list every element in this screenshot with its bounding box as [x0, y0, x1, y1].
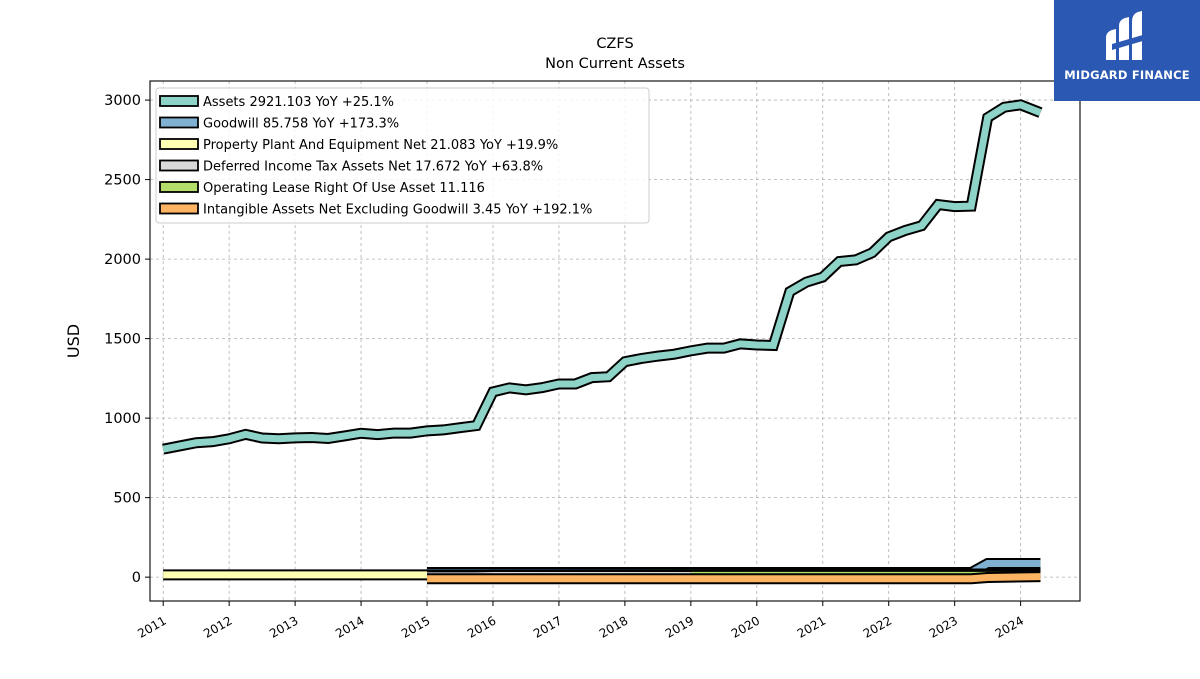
- x-tick-label: 2011: [135, 613, 168, 640]
- x-tick-label: 2015: [399, 613, 432, 640]
- legend-label: Intangible Assets Net Excluding Goodwill…: [203, 203, 592, 218]
- x-tick-label: 2016: [465, 613, 498, 640]
- legend-label: Operating Lease Right Of Use Asset 11.11…: [203, 181, 485, 196]
- y-tick-label: 3000: [104, 93, 141, 109]
- y-tick-label: 0: [132, 570, 141, 586]
- legend-swatch: [160, 161, 198, 171]
- legend-swatch: [160, 204, 198, 214]
- legend-swatch: [160, 96, 198, 106]
- x-tick-label: 2020: [729, 613, 762, 640]
- x-tick-label: 2013: [267, 613, 300, 640]
- legend-label: Property Plant And Equipment Net 21.083 …: [203, 138, 558, 153]
- brand-logo: MIDGARD FINANCE: [1054, 0, 1200, 101]
- y-tick-label: 500: [113, 491, 141, 507]
- legend-label: Assets 2921.103 YoY +25.1%: [203, 95, 394, 110]
- midgard-logo-icon: [1102, 8, 1152, 68]
- x-tick-label: 2022: [861, 613, 894, 640]
- legend-item: Deferred Income Tax Assets Net 17.672 Yo…: [160, 160, 543, 175]
- x-tick-label: 2018: [597, 613, 630, 640]
- chart-title: CZFS: [596, 36, 633, 52]
- legend-swatch: [160, 118, 198, 128]
- y-tick-label: 2500: [104, 173, 141, 189]
- x-tick-label: 2012: [201, 613, 234, 640]
- brand-name: MIDGARD FINANCE: [1054, 68, 1200, 82]
- x-tick-label: 2019: [663, 613, 696, 640]
- legend-label: Deferred Income Tax Assets Net 17.672 Yo…: [203, 160, 543, 175]
- x-tick-label: 2023: [927, 613, 960, 640]
- legend-item: Property Plant And Equipment Net 21.083 …: [160, 138, 558, 153]
- series-intangible-assets-net-excluding-goodwill: [427, 577, 1040, 579]
- legend-label: Goodwill 85.758 YoY +173.3%: [203, 117, 399, 132]
- y-tick-label: 2000: [104, 252, 141, 268]
- legend-swatch: [160, 182, 198, 192]
- series-line: [427, 577, 1040, 579]
- y-axis-label: USD: [64, 324, 83, 358]
- legend-swatch: [160, 139, 198, 149]
- legend-item: Operating Lease Right Of Use Asset 11.11…: [160, 181, 485, 196]
- x-tick-label: 2021: [795, 613, 828, 640]
- x-tick-label: 2014: [333, 613, 366, 640]
- x-tick-label: 2017: [531, 613, 564, 640]
- legend-item: Intangible Assets Net Excluding Goodwill…: [160, 203, 592, 218]
- y-tick-label: 1500: [104, 332, 141, 348]
- chart-subtitle: Non Current Assets: [545, 56, 685, 72]
- x-tick-label: 2024: [993, 613, 1026, 640]
- y-tick-label: 1000: [104, 411, 141, 427]
